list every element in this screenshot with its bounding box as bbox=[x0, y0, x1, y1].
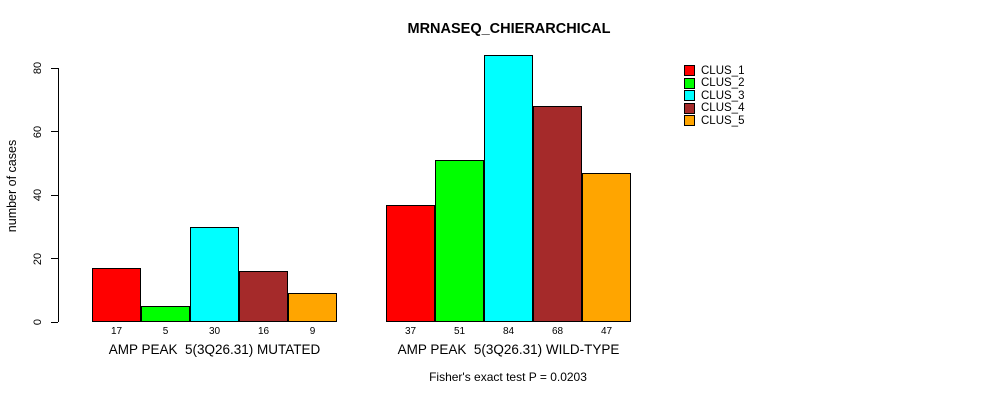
legend: CLUS_1 CLUS_2 CLUS_3 CLUS_4 CLUS_5 bbox=[684, 65, 744, 128]
y-tick bbox=[51, 131, 58, 132]
bar-value-label: 37 bbox=[404, 326, 417, 337]
bar-clus-3-group1 bbox=[190, 227, 239, 322]
legend-row: CLUS_2 bbox=[684, 77, 745, 90]
y-tick bbox=[51, 67, 58, 69]
y-axis-label: number of cases bbox=[5, 139, 19, 233]
bar-value-label: 5 bbox=[162, 326, 169, 337]
legend-label: CLUS_4 bbox=[701, 102, 745, 115]
bar-clus-4-group2 bbox=[533, 106, 582, 322]
y-tick bbox=[51, 194, 58, 196]
bar-value-label: 68 bbox=[551, 326, 564, 337]
bar-value-label: 84 bbox=[502, 326, 515, 337]
bar-clus-1-group1 bbox=[92, 268, 141, 322]
bar-value-label: 47 bbox=[600, 326, 613, 337]
bar-clus-2-group1 bbox=[141, 306, 190, 322]
bar-clus-5-group1 bbox=[288, 293, 337, 322]
y-tick bbox=[51, 321, 58, 323]
legend-label: CLUS_3 bbox=[701, 89, 745, 102]
legend-row: CLUS_5 bbox=[684, 114, 745, 127]
bar-clus-4-group1 bbox=[239, 271, 288, 322]
chart-title: MRNASEQ_CHIERARCHICAL bbox=[407, 21, 611, 37]
legend-row: CLUS_1 bbox=[684, 64, 745, 77]
legend-label: CLUS_5 bbox=[701, 114, 745, 127]
bar-clus-1-group2 bbox=[386, 205, 435, 322]
group-label: AMP PEAK 5(3Q26.31) WILD-TYPE bbox=[397, 342, 620, 357]
bar-value-label: 17 bbox=[110, 326, 123, 337]
y-axis-line bbox=[58, 68, 59, 322]
y-tick-label: 0 bbox=[32, 318, 44, 326]
legend-label: CLUS_1 bbox=[701, 64, 745, 77]
footnote-text: Fisher's exact test P = 0.0203 bbox=[429, 370, 587, 384]
bar-clus-5-group2 bbox=[582, 173, 631, 322]
bar-value-label: 16 bbox=[257, 326, 270, 337]
bar-clus-2-group2 bbox=[435, 160, 484, 322]
legend-swatch bbox=[684, 90, 695, 102]
y-tick-label: 40 bbox=[32, 188, 44, 202]
legend-swatch bbox=[684, 102, 695, 114]
y-tick-label: 60 bbox=[32, 125, 44, 138]
bar-value-label: 9 bbox=[309, 326, 316, 337]
legend-label: CLUS_2 bbox=[701, 77, 745, 90]
bar-value-label: 51 bbox=[453, 326, 466, 337]
group-label: AMP PEAK 5(3Q26.31) MUTATED bbox=[108, 342, 321, 357]
legend-row: CLUS_4 bbox=[684, 102, 745, 115]
legend-row: CLUS_3 bbox=[684, 89, 745, 102]
legend-swatch bbox=[684, 65, 695, 76]
bar-clus-3-group2 bbox=[484, 55, 533, 322]
y-tick-label: 80 bbox=[32, 61, 44, 75]
y-tick-label: 20 bbox=[32, 252, 44, 265]
legend-swatch bbox=[684, 115, 695, 127]
y-tick bbox=[51, 258, 58, 259]
legend-swatch bbox=[684, 77, 695, 89]
bar-value-label: 30 bbox=[208, 326, 221, 337]
